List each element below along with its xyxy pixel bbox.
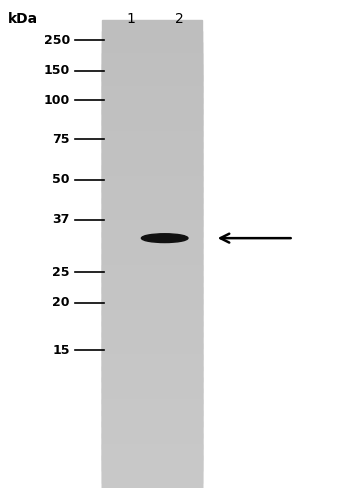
Bar <box>102 243 202 304</box>
Text: 15: 15 <box>52 344 70 357</box>
Bar <box>102 399 202 460</box>
Bar <box>102 20 202 81</box>
Bar <box>102 321 202 382</box>
Bar <box>102 164 202 226</box>
Bar <box>102 176 202 237</box>
Bar <box>102 198 202 259</box>
Bar <box>102 131 202 192</box>
Bar <box>102 209 202 270</box>
Bar <box>102 343 202 405</box>
Bar <box>102 410 202 471</box>
Bar <box>102 187 202 248</box>
Bar <box>102 276 202 337</box>
Bar <box>102 232 202 293</box>
Bar <box>102 221 202 282</box>
Ellipse shape <box>141 234 188 243</box>
Text: 75: 75 <box>52 133 70 145</box>
Text: 1: 1 <box>126 12 135 26</box>
Bar <box>102 366 202 427</box>
Bar <box>102 153 202 215</box>
Text: 25: 25 <box>52 266 70 279</box>
Bar <box>102 31 202 92</box>
Bar <box>102 432 202 488</box>
Text: 20: 20 <box>52 296 70 309</box>
Bar <box>102 388 202 449</box>
Bar <box>102 86 202 148</box>
Bar <box>102 299 202 360</box>
Bar <box>102 109 202 170</box>
Bar <box>102 120 202 181</box>
Bar <box>102 287 202 348</box>
Bar <box>102 444 202 488</box>
Bar <box>102 354 202 416</box>
Bar <box>102 64 202 125</box>
Text: 150: 150 <box>44 64 70 77</box>
Bar <box>102 455 202 488</box>
Text: 100: 100 <box>44 94 70 106</box>
Bar <box>102 98 202 159</box>
Bar <box>102 332 202 393</box>
Text: 37: 37 <box>52 213 70 226</box>
Bar <box>102 377 202 438</box>
Bar <box>102 310 202 371</box>
Text: 250: 250 <box>44 34 70 46</box>
Bar <box>102 42 202 103</box>
Bar <box>102 265 202 326</box>
Bar <box>102 254 202 315</box>
Bar <box>102 422 202 483</box>
Bar <box>102 142 202 203</box>
Bar <box>102 53 202 114</box>
Text: 50: 50 <box>52 173 70 186</box>
Text: kDa: kDa <box>8 12 38 26</box>
Text: 2: 2 <box>175 12 183 26</box>
Bar <box>102 75 202 137</box>
